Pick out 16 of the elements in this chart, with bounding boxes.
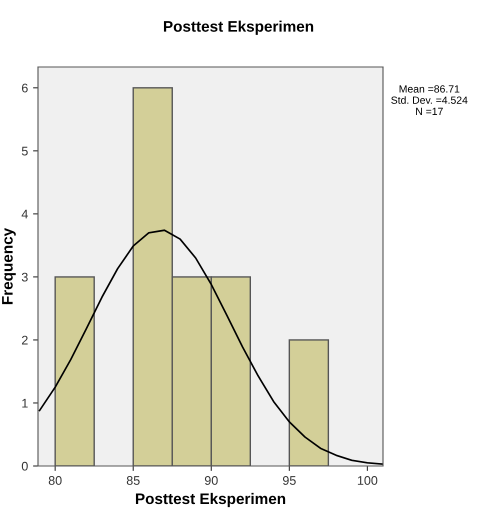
y-tick-label: 6 [22, 84, 28, 92]
y-tick-label: 1 [22, 398, 28, 408]
x-tick-label: 95 [282, 476, 296, 485]
y-axis-title: Frequency [2, 228, 16, 304]
x-axis-title: Posttest Eksperimen [136, 492, 286, 508]
y-tick-label: 5 [22, 146, 28, 156]
x-tick-label: 80 [48, 476, 62, 485]
x-tick-label: 100 [358, 476, 378, 485]
y-tick-label: 2 [22, 336, 28, 344]
x-tick-label: 90 [204, 476, 218, 485]
y-tick-label: 0 [22, 462, 28, 471]
y-tick-label: 3 [22, 272, 28, 282]
y-tick-label: 4 [22, 210, 28, 218]
x-tick-label: 85 [126, 476, 140, 485]
text: Mean =86.71 Std. Dev. =4.524 N =17 [391, 85, 468, 115]
chart-title: Posttest Eksperimen [164, 20, 314, 35]
